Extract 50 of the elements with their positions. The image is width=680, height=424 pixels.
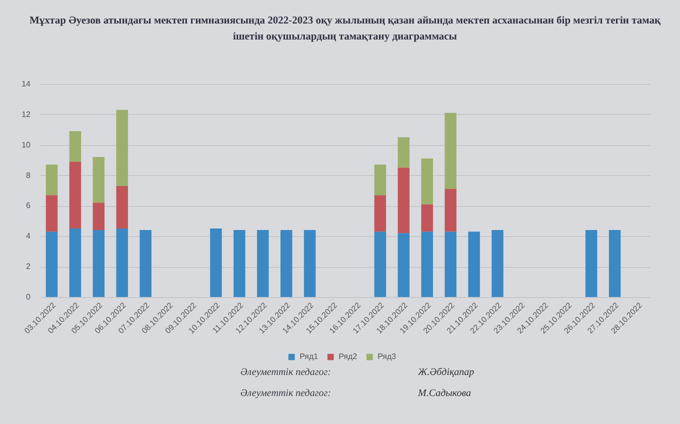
bar (421, 232, 433, 297)
bar (92, 157, 105, 203)
bar (585, 230, 598, 297)
bar (608, 230, 621, 297)
y-tick-label: 14 (22, 80, 32, 88)
text: Әлеуметтік педагог: (240, 388, 331, 399)
legend-label: Ряд1 (300, 352, 319, 361)
bar (234, 230, 246, 297)
bar (46, 232, 58, 297)
bar (444, 188, 456, 232)
y-tick-label: 2 (26, 262, 32, 272)
bar (304, 230, 316, 297)
bar (374, 164, 386, 196)
bar (92, 230, 105, 297)
text: Ж.Әбдіқапар (417, 367, 474, 378)
bar (444, 232, 456, 297)
legend-label: Ряд3 (378, 352, 397, 361)
bar (398, 137, 410, 168)
bar (116, 186, 128, 229)
chart-title: Мұхтар Әуезов атындағы мектеп гимназиясында 2022-2023 оқу жылының қазан айында мектеп асханасынан бір мезгіл тегін тамақ ішетін оқушылардың тамақтану диаграммасы (29, 16, 662, 42)
bar (69, 162, 82, 229)
bar (280, 230, 292, 297)
bar (468, 232, 480, 297)
y-tick-label: 4 (26, 232, 32, 241)
y-tick-label: 6 (26, 201, 32, 210)
bar (46, 195, 58, 232)
bar (421, 204, 433, 232)
y-tick-label: 8 (26, 170, 32, 180)
bar (421, 158, 433, 204)
bar (398, 233, 410, 297)
bar (398, 168, 410, 234)
bar (374, 232, 386, 297)
bar (492, 230, 504, 297)
bar (210, 228, 222, 297)
bar (69, 228, 82, 297)
y-tick-label: 0 (26, 292, 32, 302)
bar (92, 202, 105, 230)
y-tick-label: 12 (22, 110, 32, 119)
bar (46, 164, 58, 196)
bar (116, 110, 128, 186)
bar (374, 195, 386, 232)
text: Әлеуметтік педагог: (240, 367, 331, 378)
bar (140, 230, 152, 297)
text: М.Садыкова (417, 388, 471, 399)
legend-label: Ряд2 (338, 352, 358, 361)
bar (444, 112, 456, 189)
bar (257, 230, 269, 297)
y-tick-label: 10 (22, 140, 32, 150)
bar (69, 131, 82, 162)
bar (116, 228, 128, 297)
